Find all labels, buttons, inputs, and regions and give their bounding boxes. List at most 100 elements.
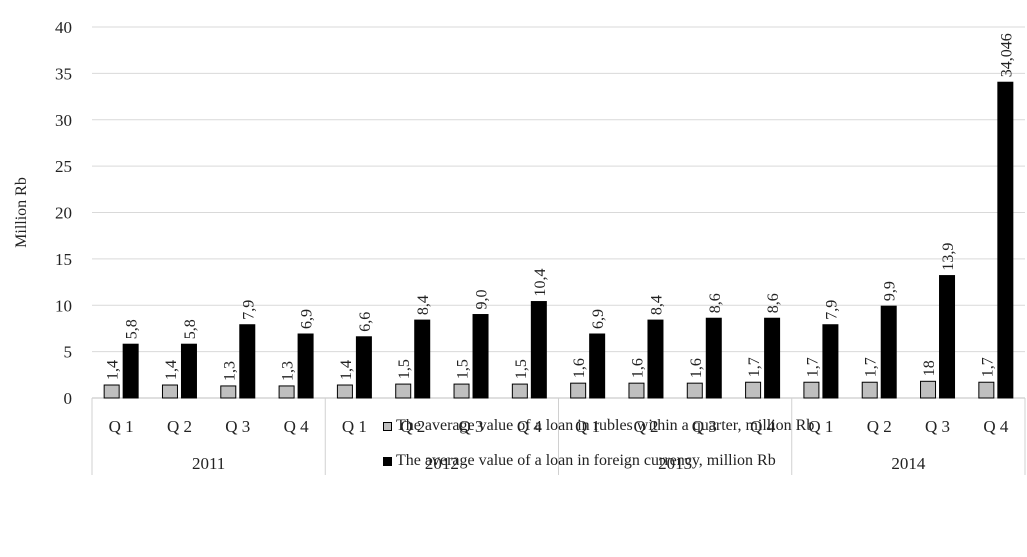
data-label-rubles: 1,5 (513, 359, 530, 379)
y-axis-title: Million Rb (13, 177, 30, 248)
x-tick-label: Q 3 (459, 417, 484, 436)
data-label-foreign: 8,6 (707, 293, 724, 313)
bar-foreign (472, 314, 489, 399)
legend-swatch-foreign (383, 456, 392, 466)
y-tick-label: 20 (55, 204, 72, 223)
bar-chart: 0 5 10 15 20 25 30 35 40 Million Rb Q 1 1,4 5,8 Q 2 1,… (13, 18, 1026, 475)
bar-foreign (647, 319, 664, 399)
bar-rubles (803, 381, 820, 399)
data-label-rubles: 1,7 (863, 357, 880, 377)
data-label-rubles: 1,6 (629, 358, 646, 378)
data-label-foreign: 6,9 (299, 309, 316, 329)
x-tick-label: Q 2 (867, 417, 892, 436)
data-label-foreign: 6,6 (357, 312, 374, 332)
y-tick-label: 35 (55, 64, 72, 83)
x-group-label: 2012 (425, 454, 459, 473)
bar-foreign (297, 333, 314, 399)
x-tick-label: Q 1 (808, 417, 833, 436)
x-tick-label: Q 1 (575, 417, 600, 436)
x-group-label: 2011 (192, 454, 225, 473)
bar-rubles (278, 385, 295, 399)
data-label-foreign: 7,9 (823, 300, 840, 320)
y-tick-label: 5 (64, 343, 73, 362)
data-label-rubles: 1,7 (746, 357, 763, 377)
x-tick-label: Q 2 (400, 417, 425, 436)
bar-rubles (511, 383, 528, 399)
x-tick-label: Q 3 (925, 417, 950, 436)
bar-rubles (336, 384, 353, 399)
data-label-foreign: 8,4 (648, 295, 665, 315)
legend-swatch-rubles (383, 421, 392, 431)
bar-rubles (745, 381, 762, 399)
bar-rubles (686, 382, 703, 399)
bar-foreign (880, 305, 897, 399)
data-label-rubles: 1,7 (979, 357, 996, 377)
data-label-rubles: 1,5 (455, 359, 472, 379)
y-tick-label: 40 (55, 18, 72, 37)
data-label-rubles: 18 (921, 360, 938, 376)
bar-rubles (861, 381, 878, 399)
bar-rubles (570, 382, 587, 399)
bar-foreign (764, 317, 781, 399)
x-tick-label: Q 3 (225, 417, 250, 436)
bar-rubles (978, 381, 995, 399)
legend-item-foreign: The average value of a loan in foreign c… (383, 452, 776, 470)
x-tick-label: Q 4 (517, 417, 543, 436)
data-label-foreign: 7,9 (240, 300, 257, 320)
bar-foreign (997, 81, 1014, 399)
x-tick-label: Q 4 (284, 417, 310, 436)
data-label-foreign: 6,9 (590, 309, 607, 329)
bar-foreign (180, 343, 197, 399)
x-tick-label: Q 4 (750, 417, 776, 436)
bar-rubles (103, 384, 120, 399)
legend-item-rubles: The average value of a loan in rubles wi… (383, 417, 814, 435)
y-tick-label: 25 (55, 157, 72, 176)
y-tick-label: 30 (55, 111, 72, 130)
bar-rubles (453, 383, 470, 399)
data-label-rubles: 1,4 (163, 360, 180, 380)
x-tick-label: Q 3 (692, 417, 717, 436)
data-label-foreign: 5,8 (182, 319, 199, 339)
data-label-foreign: 8,4 (415, 295, 432, 315)
y-tick-label: 15 (55, 250, 72, 269)
bar-foreign (414, 319, 431, 399)
bar-rubles (628, 382, 645, 399)
x-group-label: 2013 (658, 454, 692, 473)
bar-foreign (530, 301, 547, 399)
bar-foreign (239, 324, 256, 399)
bar-foreign (939, 275, 956, 399)
x-tick-label: Q 2 (633, 417, 658, 436)
legend-label-foreign: The average value of a loan in foreign c… (396, 452, 776, 469)
x-tick-label: Q 4 (983, 417, 1009, 436)
data-label-foreign: 8,6 (765, 293, 782, 313)
bar-foreign (705, 317, 722, 399)
bar-rubles (220, 385, 237, 399)
data-label-rubles: 1,3 (280, 361, 297, 381)
bar-rubles (395, 383, 412, 399)
data-label-foreign: 13,9 (940, 243, 957, 271)
x-tick-label: Q 1 (109, 417, 134, 436)
data-label-rubles: 1,4 (338, 360, 355, 380)
data-label-foreign: 34,046 (998, 33, 1015, 77)
bar-rubles (161, 384, 178, 399)
bar-foreign (122, 343, 139, 399)
data-label-rubles: 1,6 (688, 358, 705, 378)
data-label-rubles: 1,6 (571, 358, 588, 378)
data-label-rubles: 1,5 (396, 359, 413, 379)
data-label-foreign: 9,9 (882, 281, 899, 301)
x-tick-label: Q 2 (167, 417, 192, 436)
data-label-rubles: 1,4 (105, 360, 122, 380)
x-group-label: 2014 (891, 454, 926, 473)
data-label-rubles: 1,7 (804, 357, 821, 377)
data-label-foreign: 9,0 (474, 290, 491, 310)
legend-label-rubles: The average value of a loan in rubles wi… (396, 417, 815, 434)
data-label-rubles: 1,3 (221, 361, 238, 381)
y-tick-label: 0 (64, 389, 73, 408)
bar-foreign (822, 324, 839, 399)
bar-foreign (355, 336, 372, 399)
bar-foreign (589, 333, 606, 399)
y-tick-label: 10 (55, 296, 72, 315)
x-tick-label: Q 1 (342, 417, 367, 436)
bar-rubles (920, 380, 937, 399)
data-label-foreign: 10,4 (532, 269, 549, 297)
